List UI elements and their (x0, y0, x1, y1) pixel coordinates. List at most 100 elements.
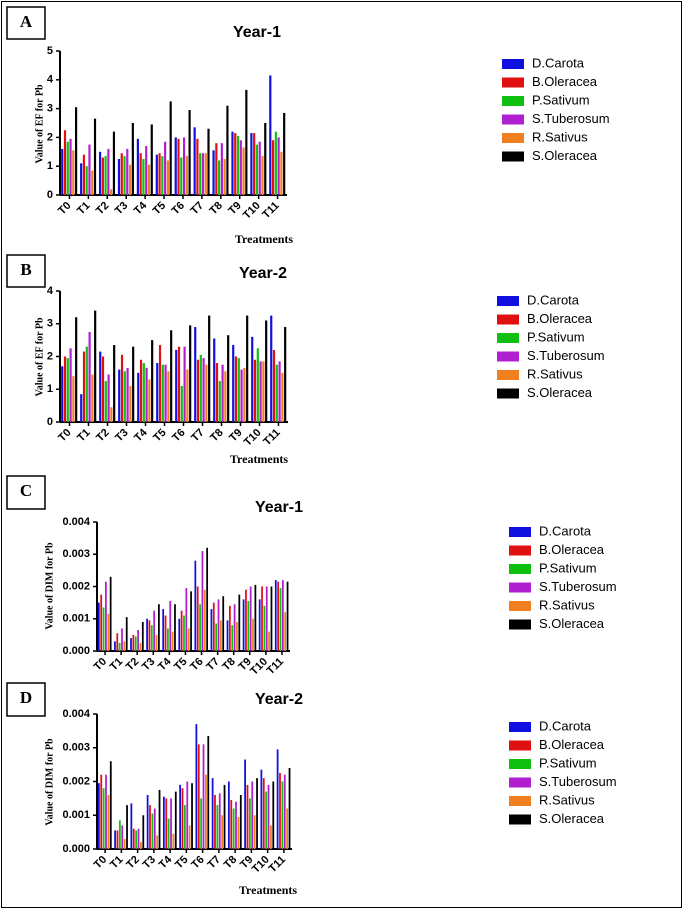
bar-r-sativus-t10 (270, 825, 272, 849)
legend-label: D.Carota (532, 55, 585, 70)
bar-p-sativum-t1 (118, 820, 121, 849)
bar-p-sativum-t10 (255, 144, 259, 195)
bar-p-sativum-t11 (279, 588, 282, 651)
bar-s-oleracea-t1 (94, 310, 97, 422)
bar-r-sativus-t7 (219, 620, 222, 651)
y-tick-label: 0.004 (62, 516, 90, 528)
bar-s-tuberosum-t11 (281, 580, 284, 651)
bar-b-oleracea-t2 (132, 828, 135, 849)
bar-s-tuberosum-t4 (145, 146, 148, 195)
bar-r-sativus-t3 (156, 835, 159, 849)
legend-label: S.Oleracea (539, 811, 605, 826)
bar-s-oleracea-t4 (150, 124, 153, 195)
y-tick-label: 0 (47, 189, 53, 201)
x-tick-label: T7 (204, 656, 222, 674)
bar-b-oleracea-t2 (132, 634, 135, 651)
bar-s-oleracea-t7 (223, 784, 226, 849)
bar-r-sativus-t8 (236, 621, 238, 651)
bar-p-sativum-t1 (118, 642, 121, 651)
x-tick-label: T4 (157, 853, 175, 871)
bar-s-tuberosum-t8 (220, 143, 223, 195)
x-tick-label: T11 (265, 656, 286, 677)
bar-s-oleracea-t2 (112, 131, 116, 195)
bar-b-oleracea-t10 (253, 133, 256, 195)
bar-d-carota-t4 (136, 138, 139, 195)
legend-swatch (502, 114, 524, 125)
x-tick-label: T2 (94, 200, 112, 218)
bar-s-oleracea-t10 (265, 320, 268, 422)
bar-s-oleracea-t7 (207, 128, 210, 195)
bar-r-sativus-t0 (107, 613, 110, 651)
bar-s-tuberosum-t0 (69, 348, 72, 422)
bar-r-sativus-t3 (128, 164, 132, 195)
panel-letter: D (20, 688, 32, 707)
bar-b-oleracea-t8 (228, 605, 231, 651)
bar-s-oleracea-t9 (246, 315, 249, 422)
bar-s-oleracea-t3 (158, 789, 161, 849)
x-tick-label: T0 (92, 656, 110, 674)
x-tick-label: T5 (172, 656, 190, 674)
bar-r-sativus-t3 (155, 634, 158, 651)
legend-label: P.Sativum (539, 755, 597, 770)
bar-p-sativum-t7 (215, 623, 218, 651)
bar-b-oleracea-t1 (116, 830, 119, 849)
bar-r-sativus-t8 (223, 159, 226, 195)
y-tick-label: 0.000 (62, 843, 90, 855)
x-tick-label: T0 (56, 427, 74, 445)
legend-label: B.Oleracea (532, 74, 598, 89)
bar-r-sativus-t8 (224, 371, 227, 422)
x-tick-label: T0 (56, 200, 74, 218)
bar-d-carota-t5 (179, 784, 182, 849)
y-axis-label: Value of EF for Pb (34, 317, 45, 397)
legend-swatch (502, 77, 524, 88)
y-tick-label: 3 (47, 103, 53, 115)
bar-r-sativus-t10 (262, 361, 265, 422)
bar-d-carota-t8 (212, 150, 215, 195)
bar-s-tuberosum-t4 (170, 798, 172, 849)
bar-b-oleracea-t8 (215, 143, 218, 195)
x-tick-label: T6 (189, 854, 207, 872)
bar-p-sativum-t4 (142, 363, 145, 422)
bar-d-carota-t2 (130, 803, 133, 849)
bar-s-oleracea-t6 (188, 110, 191, 195)
legend-label: D.Carota (527, 292, 580, 307)
bar-s-tuberosum-t7 (201, 153, 205, 195)
bar-s-oleracea-t6 (207, 735, 210, 849)
bar-r-sativus-t5 (187, 628, 190, 651)
bar-s-tuberosum-t11 (283, 774, 286, 849)
x-tick-label: T1 (108, 854, 126, 872)
bar-b-oleracea-t4 (165, 798, 168, 849)
bar-d-carota-t11 (270, 315, 273, 422)
bar-p-sativum-t4 (167, 818, 170, 849)
x-tick-label: T7 (205, 854, 223, 872)
bar-s-tuberosum-t9 (239, 140, 242, 195)
bar-b-oleracea-t3 (149, 805, 151, 849)
x-tick-label: T3 (113, 200, 131, 218)
bar-b-oleracea-t5 (158, 345, 162, 422)
bar-r-sativus-t9 (253, 815, 256, 849)
bar-p-sativum-t8 (218, 160, 221, 195)
legend-swatch (509, 619, 531, 630)
bar-r-sativus-t3 (129, 385, 132, 422)
bar-p-sativum-t5 (161, 156, 164, 195)
bar-p-sativum-t2 (134, 636, 137, 651)
bar-s-tuberosum-t10 (267, 784, 270, 849)
bar-d-carota-t0 (97, 602, 100, 651)
legend-swatch (509, 601, 531, 611)
bar-p-sativum-t8 (231, 625, 234, 651)
bar-p-sativum-t7 (199, 153, 202, 195)
x-tick-label: T7 (189, 427, 207, 445)
x-tick-label: T6 (170, 427, 188, 445)
legend-swatch (497, 351, 519, 362)
bar-s-tuberosum-t6 (183, 346, 186, 422)
bar-s-tuberosum-t9 (251, 781, 254, 849)
bar-s-tuberosum-t1 (88, 331, 91, 422)
legend-swatch (502, 151, 524, 162)
bar-r-sativus-t0 (72, 376, 75, 422)
y-tick-label: 0.002 (62, 580, 90, 592)
legend-label: R.Sativus (539, 597, 595, 612)
bar-s-oleracea-t11 (283, 112, 286, 195)
bar-s-tuberosum-t1 (121, 628, 123, 651)
